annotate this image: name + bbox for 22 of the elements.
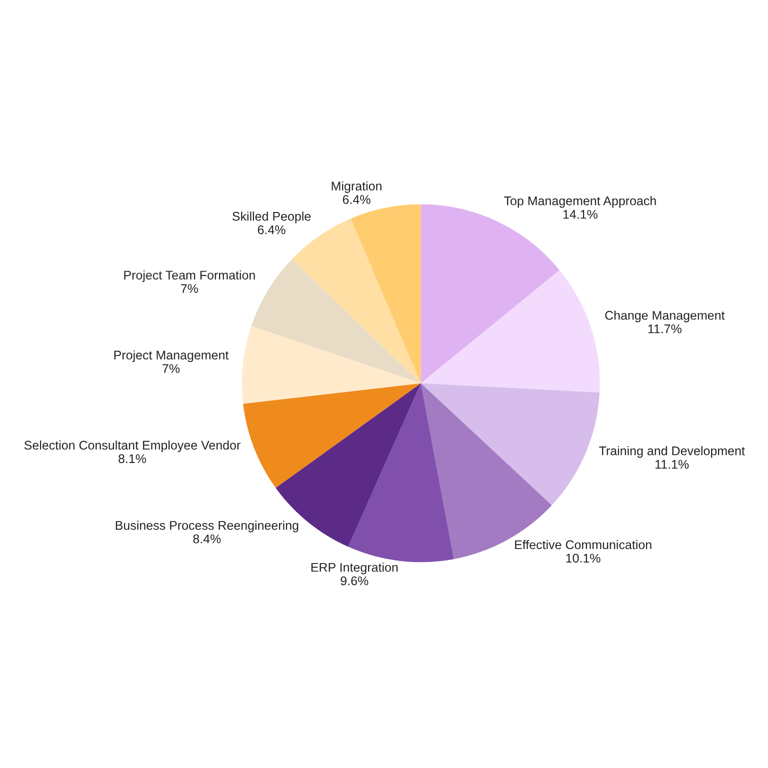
data-label: 7% [162,364,180,373]
slice-label: Change Management [605,310,725,322]
slice-label: Project Team Formation [124,270,255,282]
slice-label: Effective Communication [515,540,652,550]
slice-label: Skilled People [232,212,311,224]
data-label: 6.4% [258,225,286,234]
data-label: 11.1% [656,460,689,469]
data-label: 8.1% [118,454,146,464]
slice-label: Selection Consultant Employee Vendor [24,440,240,452]
slice-label: Migration [332,181,382,193]
data-label: 11.7% [648,324,682,334]
data-label: 14.1% [563,210,598,219]
data-label: 6.4% [342,195,370,204]
slice-label: Training and Development [599,446,745,458]
slice-label: Project Management [114,350,229,362]
slice-label: Top Management Approach [504,196,656,208]
data-label: 8.4% [193,534,221,544]
data-label: 10.1% [566,554,600,563]
slice-label: ERP Integration [311,562,398,574]
data-label: 7% [181,284,198,293]
data-label: 9.6% [340,576,368,586]
slice-label: Business Process Reengineering [116,520,298,532]
